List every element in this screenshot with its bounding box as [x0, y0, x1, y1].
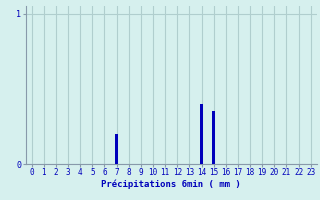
X-axis label: Précipitations 6min ( mm ): Précipitations 6min ( mm ) [101, 180, 241, 189]
Bar [212, 111, 215, 164]
Bar [115, 134, 118, 164]
Bar [200, 104, 203, 164]
